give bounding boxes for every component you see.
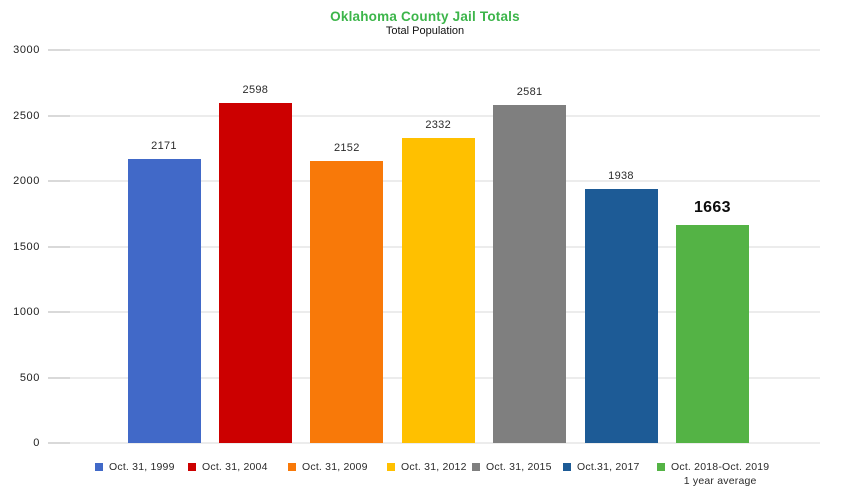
y-gridline (48, 49, 820, 51)
legend-item-oct-31-2004: Oct. 31, 2004 (188, 461, 268, 473)
legend-item-oct-31-2012: Oct. 31, 2012 (387, 461, 467, 473)
y-axis-label: 2500 (13, 109, 40, 122)
bar-oct-31-2004 (218, 102, 292, 443)
bar-oct-31-2009 (310, 161, 384, 443)
chart-subtitle: Total Population (385, 25, 465, 37)
legend-swatch-icon (188, 463, 196, 471)
y-axis-label: 0 (33, 437, 40, 449)
legend-swatch-icon (563, 463, 571, 471)
y-gridline (48, 114, 820, 117)
y-axis-label: 1500 (13, 240, 40, 253)
bar-value-label: 2332 (425, 118, 452, 131)
legend-label: Oct. 2018-Oct. 2019 (671, 461, 770, 473)
bar-value-label: 1663 (693, 199, 731, 217)
bar-value-label: 2598 (242, 83, 269, 96)
y-axis-tick (48, 49, 70, 51)
legend-swatch-icon (387, 463, 395, 471)
legend-label: Oct. 31, 2004 (202, 461, 268, 473)
y-gridline (48, 442, 820, 444)
legend-label: Oct. 31, 2015 (486, 461, 552, 473)
bar-oct-31-2017 (584, 189, 658, 443)
legend-item-oct-31-1999: Oct. 31, 1999 (95, 461, 175, 473)
legend-item-oct-31-2009: Oct. 31, 2009 (288, 461, 368, 473)
legend-swatch-icon (657, 463, 665, 471)
y-axis-tick (48, 180, 70, 182)
y-axis-tick (48, 311, 70, 313)
legend-label: Oct. 31, 2009 (302, 461, 368, 473)
y-axis-label: 2000 (13, 175, 40, 187)
bar-value-label: 2152 (333, 142, 360, 155)
y-axis-tick (48, 376, 70, 379)
legend-item-oct-31-2017: Oct.31, 2017 (563, 461, 640, 473)
y-axis-label: 500 (19, 371, 40, 384)
y-axis-label: 3000 (13, 44, 40, 56)
bar-oct-31-2012 (401, 137, 475, 443)
legend-note: 1 year average (683, 475, 757, 487)
y-axis-tick (48, 245, 70, 248)
bar-oct-31-2015 (493, 104, 567, 443)
bar-value-label: 2171 (151, 139, 177, 152)
legend-swatch-icon (472, 463, 480, 471)
chart-title: Oklahoma County Jail Totals (330, 9, 520, 24)
bar-value-label: 2581 (516, 85, 543, 98)
legend-swatch-icon (95, 463, 103, 471)
y-axis-tick (48, 442, 70, 444)
y-axis-label: 1000 (13, 306, 40, 318)
legend-swatch-icon (288, 463, 296, 471)
y-axis-tick (48, 114, 70, 117)
bar-value-label: 1938 (608, 170, 634, 183)
legend-label: Oct. 31, 1999 (109, 461, 175, 473)
legend-label: Oct.31, 2017 (577, 461, 640, 473)
legend-label: Oct. 31, 2012 (401, 461, 467, 473)
legend-item-oct-2018-oct-2019: Oct. 2018-Oct. 2019 1 year average (657, 461, 769, 487)
legend-item-oct-31-2015: Oct. 31, 2015 (472, 461, 552, 473)
bar-oct-31-1999 (127, 158, 201, 443)
bar-oct-2018-oct-2019 (675, 225, 749, 443)
